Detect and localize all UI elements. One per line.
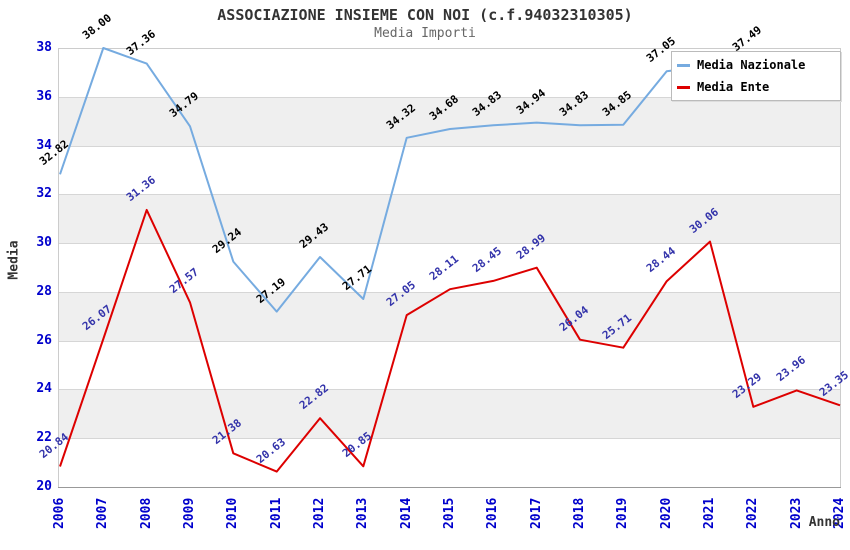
legend-item-media-ente: Media Ente	[672, 79, 840, 95]
x-tick-label: 2011	[268, 497, 284, 529]
band	[58, 194, 840, 244]
band	[58, 389, 840, 439]
legend-item-media-nazionale: Media Nazionale	[672, 57, 840, 73]
x-tick-label: 2012	[312, 497, 327, 529]
x-axis-line	[58, 487, 841, 488]
gridline	[58, 96, 840, 98]
x-tick-label: 2018	[572, 497, 587, 529]
y-tick-label: 24	[36, 381, 52, 397]
x-tick-label: 2013	[355, 497, 371, 529]
gridline	[58, 438, 840, 440]
gridline	[58, 194, 840, 196]
legend-label: Media Nazionale	[697, 58, 806, 72]
y-tick-label: 22	[36, 430, 52, 446]
x-tick-label: 2017	[528, 497, 544, 529]
y-tick-label: 28	[36, 283, 52, 299]
x-tick-label: 2010	[225, 497, 241, 529]
gridline	[58, 340, 840, 342]
x-tick-label: 2021	[702, 497, 717, 529]
y-tick-label: 34	[36, 137, 52, 153]
plot-border	[58, 48, 59, 487]
x-axis-title: Anno	[808, 515, 840, 530]
x-tick-label: 2019	[615, 497, 631, 529]
x-tick-label: 2009	[182, 497, 197, 529]
y-tick-label: 32	[36, 186, 52, 202]
x-tick-label: 2015	[442, 497, 457, 529]
y-tick-label: 20	[36, 479, 52, 494]
x-tick-label: 2008	[138, 497, 154, 529]
x-tick-label: 2016	[485, 497, 501, 529]
legend: Media Nazionale Media Ente	[671, 51, 841, 101]
x-tick-label: 2014	[398, 497, 414, 529]
x-tick-label: 2007	[95, 497, 111, 529]
gridline	[58, 48, 840, 49]
chart-subtitle: Media Importi	[374, 26, 476, 41]
plot-border	[840, 48, 841, 487]
y-tick-label: 36	[36, 88, 52, 104]
gridline	[58, 291, 840, 293]
media-ente-line-swatch-icon	[677, 85, 690, 89]
band	[58, 96, 840, 146]
legend-label: Media Ente	[697, 80, 770, 94]
y-tick-label: 30	[36, 235, 52, 251]
media-nazionale-line-swatch-icon	[677, 63, 690, 67]
series-line-1	[59, 208, 841, 473]
gridline	[58, 389, 840, 391]
x-tick-label: 2023	[788, 497, 804, 529]
gridline	[58, 243, 840, 245]
series-line-0	[59, 47, 754, 313]
x-tick-label: 2020	[658, 497, 674, 529]
y-tick-label: 38	[36, 40, 52, 55]
gridline	[58, 145, 840, 147]
x-tick-label: 2022	[745, 497, 761, 529]
chart-title: ASSOCIAZIONE INSIEME CON NOI (c.f.940323…	[217, 6, 633, 24]
x-tick-label: 2006	[52, 497, 67, 529]
y-tick-label: 26	[36, 332, 52, 348]
